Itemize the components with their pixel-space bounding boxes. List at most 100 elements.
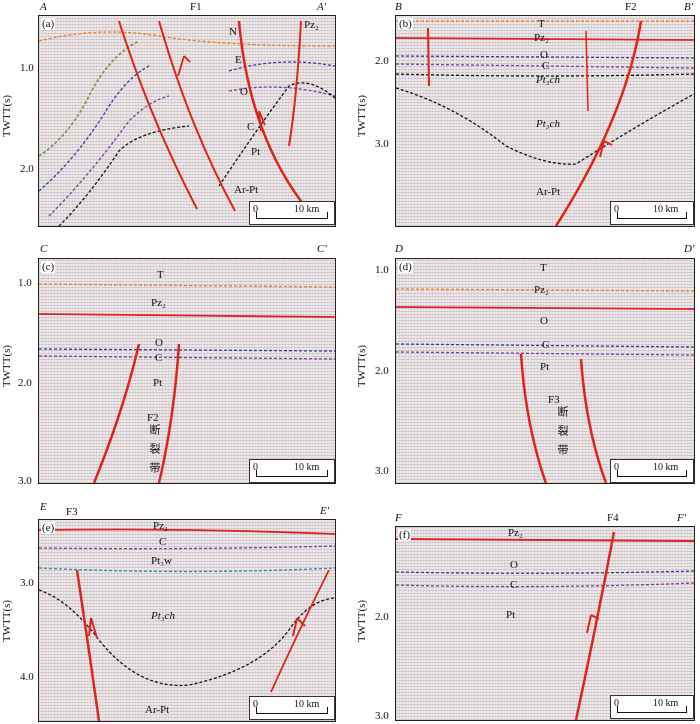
profile-end-label: A' [317,1,327,13]
y-tick: 3.0 [375,710,389,722]
unit-label-t: T [540,262,547,274]
unit-label-pz2: Pz₂ [508,527,523,539]
seismic-section-b: (b) T Pz₂ O C Pt₃ch Pt₃ch Ar-Pt 0 10 km [395,15,695,227]
unit-label-c: C [542,339,550,351]
y-axis-label: TWTT(s) [356,344,369,388]
unit-label-pt3ch-upper: Pt₃ch [536,74,560,86]
panel-e: E F3 E' (e) Pz₂ C Pt₃w Pt₃ch Ar-Pt 0 10 … [0,495,345,724]
interpretation-overlay-c [39,283,335,483]
unit-label-o: O [510,559,518,571]
panel-a: A F1 A' (a) Pz₂ N E O C Pt Ar-Pt 0 1 [0,0,345,230]
unit-label-c: C [155,352,163,364]
scale-bar-line [256,212,328,219]
scale-length: 10 km [294,462,320,473]
unit-label-pz2: Pz₂ [151,297,166,309]
scale-bar: 0 10 km [249,459,335,483]
unit-label-o: O [240,86,248,98]
unit-label-o: O [540,315,548,327]
panel-tag: (d) [398,261,413,273]
interpretation-overlay-e [39,528,335,721]
scale-bar-line [617,212,687,219]
y-tick: 1.0 [375,264,389,276]
unit-label-c: C [247,121,255,133]
unit-label-t: T [157,269,164,281]
unit-label-c: C [542,60,550,72]
scale-length: 10 km [653,462,679,473]
fault-zone-label: F2 [147,412,159,424]
unit-label-pz2: Pz₂ [534,32,549,44]
profile-start-label: F [395,512,402,524]
unit-label-ar-pt: Ar-Pt [234,184,259,196]
panel-c: C C' (c) T Pz₂ O C Pt F2 断裂带 0 10 km TWT… [0,240,345,487]
fault-label-f2: F2 [625,1,637,13]
fault-label-f4: F4 [607,512,619,524]
scale-length: 10 km [294,699,320,710]
seismic-section-d: (d) T Pz₂ O C Pt F3 断裂带 0 10 km [395,258,695,484]
seismic-section-c: (c) T Pz₂ O C Pt F2 断裂带 0 10 km [38,258,336,484]
unit-label-pz2: Pz₂ [304,19,319,31]
interpretation-overlay-d [396,288,694,483]
seismic-section-a: (a) Pz₂ N E O C Pt Ar-Pt 0 10 km [38,15,336,227]
scale-zero: 0 [253,204,258,215]
unit-label-pz2: Pz₂ [534,284,549,296]
scale-bar: 0 10 km [249,696,335,720]
fault-zone-label: F3 [548,394,560,406]
scale-zero: 0 [253,462,258,473]
y-tick: 3.0 [18,475,32,487]
seismic-section-e: (e) Pz₂ C Pt₃w Pt₃ch Ar-Pt 0 10 km [38,519,336,722]
unit-label-ar-pt: Ar-Pt [536,186,561,198]
unit-label-c: C [510,579,518,591]
y-tick: 1.0 [18,277,32,289]
unit-label-t: T [538,18,545,30]
profile-end-label: D' [684,243,695,255]
unit-label-c: C [159,536,167,548]
scale-length: 10 km [653,204,679,215]
scale-bar-line [256,470,328,477]
unit-label-pt: Pt [540,361,550,373]
scale-bar: 0 10 km [249,201,335,225]
y-axis-label: TWTT(s) [1,599,14,643]
panel-tag: (a) [41,18,56,30]
scale-bar: 0 10 km [610,459,694,483]
scale-zero: 0 [614,462,619,473]
interpretation-overlay-a [39,20,335,226]
panel-b: B F2 B' (b) T Pz₂ O C Pt₃ch Pt₃ch Ar-Pt … [355,0,700,230]
fault-label-f3: F3 [66,506,78,518]
unit-label-pt3ch-lower: Pt₃ch [536,118,560,130]
profile-start-label: B [395,1,402,13]
unit-label-ar-pt: Ar-Pt [145,704,170,716]
unit-label-pt: Pt [251,146,261,158]
y-axis-label: TWTT(s) [1,94,14,138]
panel-tag: (c) [41,261,56,273]
y-tick: 2.0 [18,377,32,389]
scale-zero: 0 [614,204,619,215]
unit-label-e: E [235,54,242,66]
scale-bar: 0 10 km [610,695,694,719]
unit-label-pt: Pt [506,609,516,621]
seismic-section-f: (f) Pz₂ O C Pt 0 10 km [395,526,695,721]
scale-length: 10 km [294,204,320,215]
unit-label-pz2: Pz₂ [153,520,168,532]
unit-label-pt3w: Pt₃w [151,555,172,567]
panel-tag: (f) [398,529,411,541]
fault-zone-text: 断裂带 [148,424,160,481]
y-axis-label: TWTT(s) [356,94,369,138]
panel-tag: (e) [41,522,56,534]
y-axis-label: TWTT(s) [356,599,369,643]
y-axis-label: TWTT(s) [1,344,14,388]
unit-label-pt3ch: Pt₃ch [151,610,175,622]
y-tick: 3.0 [20,577,34,589]
fault-zone-text: 断裂带 [556,406,568,463]
profile-end-label: C' [317,243,327,255]
interpretation-overlay-f [396,531,694,720]
profile-end-label: B' [684,1,694,13]
y-tick: 3.0 [375,138,389,150]
scale-zero: 0 [253,699,258,710]
scale-bar: 0 10 km [610,201,694,225]
y-tick: 2.0 [375,55,389,67]
unit-label-n: N [229,26,237,38]
profile-start-label: E [40,501,47,513]
y-tick: 2.0 [375,611,389,623]
y-tick: 1.0 [20,62,34,74]
scale-bar-line [617,706,687,713]
